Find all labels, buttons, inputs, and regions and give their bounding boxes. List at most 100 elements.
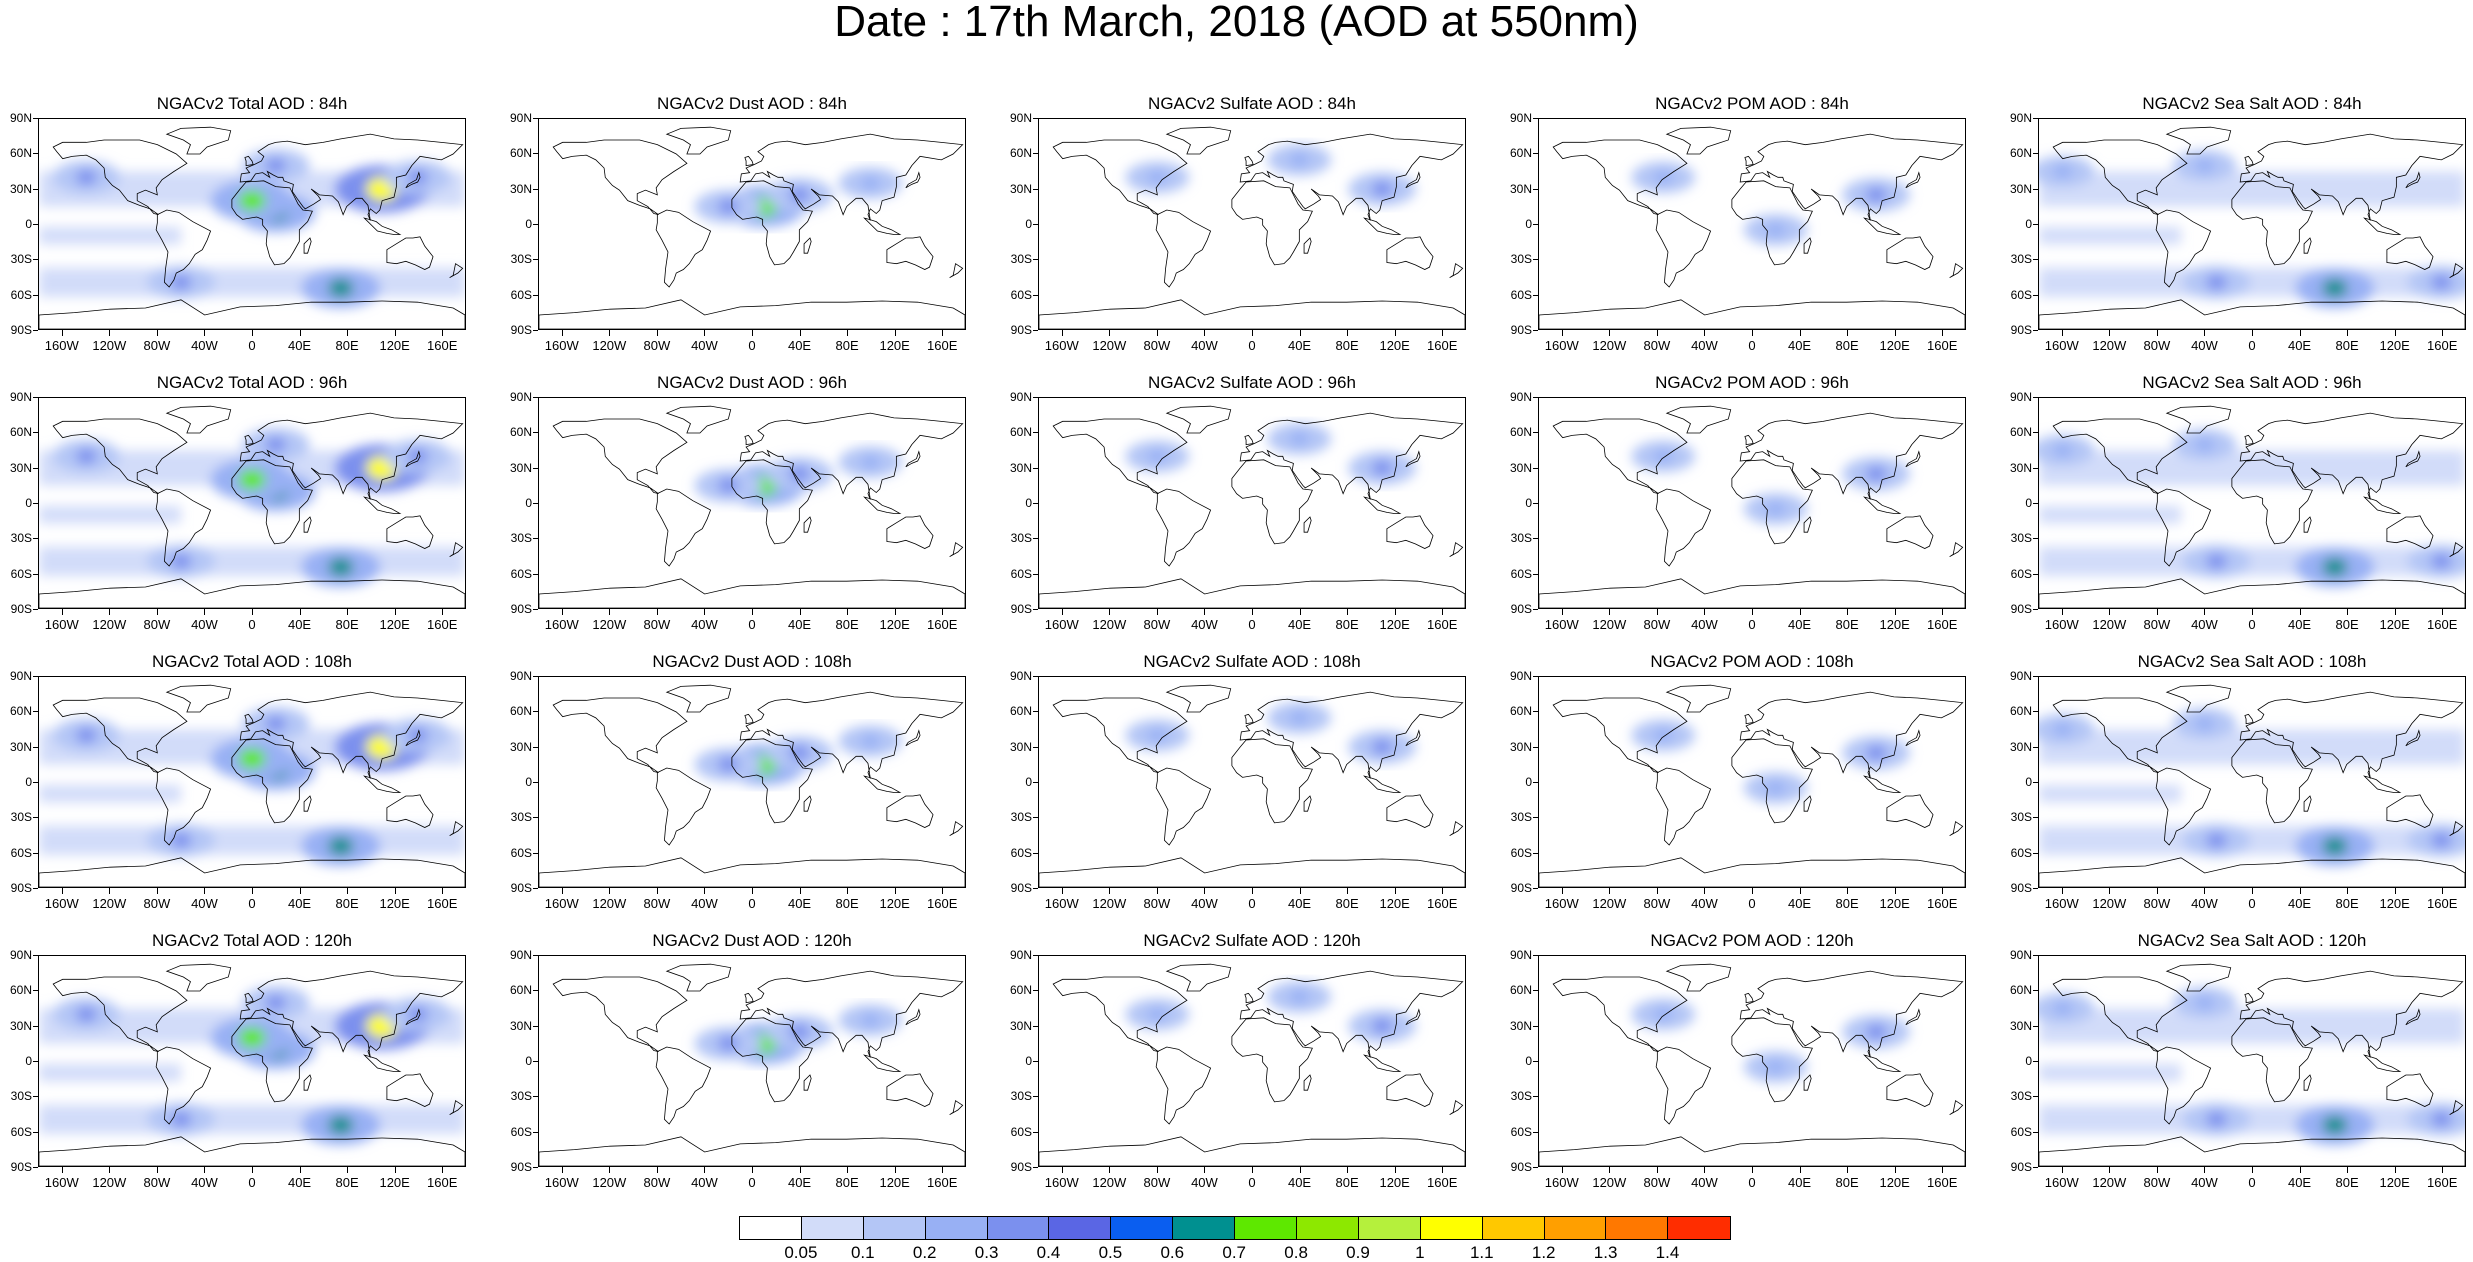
map-panel: NGACv2 Total AOD : 84h 90N 60N 30N 0 30S 60S 90…	[0, 94, 480, 369]
coastline-north-america	[52, 139, 188, 216]
latitude-tick	[1033, 955, 1038, 956]
latitude-tick	[1033, 397, 1038, 398]
panel-title: NGACv2 Sulfate AOD : 84h	[1148, 94, 1356, 113]
longitude-label: 0	[1248, 896, 1256, 911]
aod-feature-core	[1289, 710, 1309, 725]
longitude-tick	[561, 609, 563, 615]
coastline-south-america	[155, 767, 212, 846]
latitude-label: 30N	[9, 1018, 32, 1033]
coastline-south-america	[1155, 488, 1212, 567]
latitude-label: 90N	[1509, 669, 1532, 683]
longitude-tick	[1109, 888, 1111, 894]
aod-feature-core	[1865, 187, 1887, 203]
longitude-tick	[156, 330, 158, 336]
latitude-label: 90S	[1010, 323, 1032, 337]
coastline-north-america	[552, 418, 688, 495]
aod-feature-core	[1371, 181, 1393, 197]
latitude-label: 30N	[9, 181, 32, 196]
latitude-tick	[1533, 153, 1538, 155]
coastline-new-zealand	[1449, 263, 1464, 279]
latitude-label: 0	[2025, 217, 2032, 231]
longitude-label: 160E	[1927, 617, 1958, 632]
coastline-north-america	[552, 139, 688, 216]
latitude-tick	[533, 990, 538, 992]
latitude-tick	[33, 817, 38, 819]
coastline-uk	[244, 713, 254, 725]
latitude-label: 60N	[509, 983, 532, 998]
colorbar-label: 0.9	[1346, 1243, 1370, 1262]
longitude-label: 160W	[1544, 1175, 1579, 1190]
longitude-label: 160W	[544, 1175, 579, 1190]
latitude-tick	[2033, 711, 2038, 713]
coastline-greenland	[165, 963, 232, 992]
coastline-madagascar	[2303, 795, 2312, 812]
latitude-label: 90N	[1009, 390, 1032, 404]
longitude-tick	[1252, 330, 1253, 336]
aod-feature-core	[2206, 1111, 2227, 1128]
longitude-label: 120W	[1592, 896, 1627, 911]
latitude-label: 60S	[510, 1124, 532, 1139]
longitude-tick	[1752, 330, 1753, 336]
coastline-japan	[1405, 1008, 1421, 1026]
colorbar-swatch	[1482, 1217, 1545, 1239]
longitude-label: 40W	[1191, 617, 1218, 632]
latitude-tick	[33, 746, 38, 748]
longitude-label: 160E	[2427, 1175, 2458, 1190]
colorbar-swatch	[925, 1217, 988, 1239]
longitude-tick	[2394, 609, 2396, 615]
coastline-madagascar	[1803, 237, 1812, 254]
longitude-tick	[204, 888, 206, 894]
longitude-tick	[1561, 1167, 1563, 1173]
coastline-uk	[1744, 155, 1754, 167]
latitude-tick	[2033, 955, 2038, 956]
latitude-tick	[1033, 676, 1038, 677]
aod-feature-core	[788, 1024, 810, 1040]
latitude-tick	[1533, 817, 1538, 819]
longitude-label: 160E	[427, 617, 458, 632]
longitude-tick	[1894, 888, 1896, 894]
latitude-label: 60S	[1010, 1124, 1032, 1139]
longitude-tick	[2061, 1167, 2063, 1173]
aod-feature-core	[1766, 1059, 1786, 1074]
coastline-antarctica	[39, 857, 465, 887]
aod-feature-core	[1766, 780, 1786, 795]
coastline-antarctica	[39, 578, 465, 608]
latitude-label: 60S	[10, 287, 32, 302]
longitude-tick	[847, 1167, 849, 1173]
aod-feature-core	[2053, 1001, 2073, 1016]
aod-feature-core	[265, 157, 287, 174]
map-frame	[38, 676, 466, 888]
longitude-tick	[1752, 609, 1753, 615]
latitude-label: 90S	[10, 323, 32, 337]
longitude-label: 0	[1748, 896, 1756, 911]
aod-feature-core	[1371, 739, 1393, 755]
aod-map	[539, 963, 965, 1166]
latitude-tick	[1533, 397, 1538, 398]
latitude-tick	[33, 118, 38, 119]
latitude-label: 30S	[510, 531, 532, 546]
longitude-label: 160E	[927, 617, 958, 632]
longitude-tick	[2394, 330, 2396, 336]
longitude-tick	[609, 330, 611, 336]
longitude-tick	[1704, 609, 1706, 615]
longitude-tick	[1704, 1167, 1706, 1173]
colorbar-swatch	[1544, 1217, 1607, 1239]
latitude-label: 30S	[1510, 252, 1532, 267]
latitude-tick	[2033, 330, 2038, 331]
coastline-uk	[744, 155, 754, 167]
longitude-label: 80E	[335, 617, 359, 632]
coastline-japan	[905, 729, 921, 747]
coastline-africa	[1731, 459, 1813, 545]
longitude-label: 80E	[1335, 1175, 1359, 1190]
longitude-label: 160E	[427, 896, 458, 911]
longitude-label: 80W	[2143, 1175, 2171, 1190]
coastline-uk	[1244, 434, 1254, 446]
longitude-tick	[2442, 330, 2444, 336]
longitude-label: 80W	[1643, 617, 1671, 632]
coastline-new-zealand	[1449, 542, 1464, 558]
longitude-label: 80E	[2335, 617, 2359, 632]
latitude-label: 60S	[2010, 1124, 2032, 1139]
latitude-label: 90S	[10, 1160, 32, 1174]
latitude-tick	[533, 503, 538, 504]
longitude-label: 120W	[1092, 338, 1127, 353]
